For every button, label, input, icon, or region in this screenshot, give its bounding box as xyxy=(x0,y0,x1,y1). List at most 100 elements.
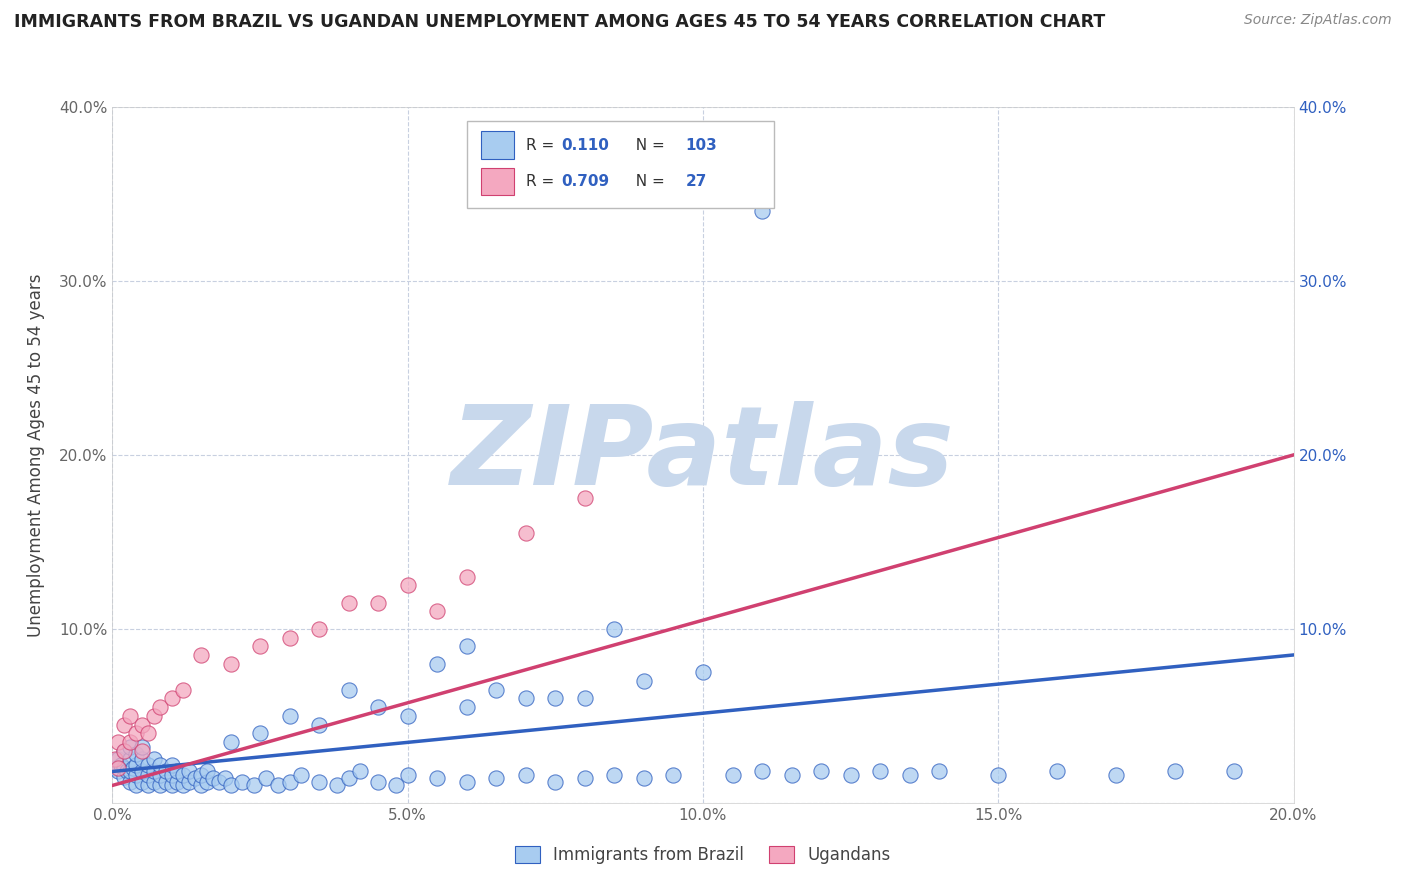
FancyBboxPatch shape xyxy=(467,121,773,208)
Point xyxy=(869,764,891,779)
Point xyxy=(120,740,142,755)
Point xyxy=(544,691,567,706)
Point xyxy=(104,761,127,775)
Text: IMMIGRANTS FROM BRAZIL VS UGANDAN UNEMPLOYMENT AMONG AGES 45 TO 54 YEARS CORRELA: IMMIGRANTS FROM BRAZIL VS UGANDAN UNEMPL… xyxy=(14,13,1105,31)
Point xyxy=(160,768,183,782)
Point xyxy=(219,735,242,749)
Point xyxy=(120,764,142,779)
Point xyxy=(190,778,212,792)
Point xyxy=(160,757,183,772)
Point xyxy=(603,622,626,636)
Point xyxy=(149,768,172,782)
Point xyxy=(243,778,266,792)
Point xyxy=(131,775,153,789)
Point xyxy=(426,772,449,786)
Point xyxy=(190,768,212,782)
Point xyxy=(136,768,159,782)
Point xyxy=(839,768,862,782)
Point xyxy=(125,726,148,740)
Text: R =: R = xyxy=(526,174,560,189)
Point xyxy=(278,708,301,723)
Point xyxy=(166,775,188,789)
Point xyxy=(125,768,148,782)
Point xyxy=(662,768,685,782)
Point xyxy=(172,778,194,792)
Point xyxy=(367,775,389,789)
Point xyxy=(278,775,301,789)
Point xyxy=(780,768,803,782)
Point xyxy=(136,778,159,792)
Point xyxy=(107,752,129,766)
Point xyxy=(633,674,655,689)
Point xyxy=(160,778,183,792)
Point xyxy=(367,700,389,714)
Point xyxy=(142,775,165,789)
Point xyxy=(1164,764,1187,779)
Point xyxy=(485,772,508,786)
Point xyxy=(254,772,277,786)
Point xyxy=(120,708,142,723)
Point xyxy=(142,752,165,766)
Point xyxy=(208,775,231,789)
Point xyxy=(249,726,271,740)
Point xyxy=(131,752,153,766)
Point xyxy=(751,764,773,779)
Point xyxy=(456,700,478,714)
Point xyxy=(179,764,201,779)
Point xyxy=(308,622,330,636)
Point xyxy=(120,775,142,789)
Point xyxy=(155,764,177,779)
Point xyxy=(385,778,408,792)
Point xyxy=(131,744,153,758)
Point xyxy=(456,639,478,653)
Point xyxy=(112,770,135,784)
Point xyxy=(603,768,626,782)
Point xyxy=(172,682,194,697)
Point xyxy=(308,717,330,731)
Point xyxy=(515,768,537,782)
Point xyxy=(195,775,218,789)
Point xyxy=(544,775,567,789)
Text: 0.709: 0.709 xyxy=(561,174,609,189)
Point xyxy=(112,744,135,758)
Point xyxy=(1105,768,1128,782)
Point xyxy=(136,726,159,740)
Point xyxy=(117,764,138,779)
Point xyxy=(179,775,201,789)
Point xyxy=(125,778,148,792)
Point xyxy=(120,735,142,749)
Point xyxy=(112,761,135,775)
Point xyxy=(107,761,129,775)
Point xyxy=(107,735,129,749)
Point xyxy=(633,772,655,786)
Point xyxy=(149,700,172,714)
Point xyxy=(485,682,508,697)
Text: N =: N = xyxy=(626,137,669,153)
Point xyxy=(721,768,744,782)
Point xyxy=(396,578,419,592)
Text: 103: 103 xyxy=(685,137,717,153)
Point xyxy=(574,491,596,506)
Point xyxy=(201,772,224,786)
Point xyxy=(928,764,950,779)
Point xyxy=(112,744,135,758)
Point xyxy=(149,757,172,772)
Point xyxy=(337,682,360,697)
Point xyxy=(122,761,145,775)
Point xyxy=(751,204,773,219)
Point xyxy=(898,768,921,782)
Point xyxy=(172,768,194,782)
Point xyxy=(367,596,389,610)
Text: Source: ZipAtlas.com: Source: ZipAtlas.com xyxy=(1244,13,1392,28)
Point xyxy=(155,775,177,789)
Point xyxy=(120,752,142,766)
Text: R =: R = xyxy=(526,137,560,153)
Point xyxy=(692,665,714,680)
Point xyxy=(184,772,207,786)
Point xyxy=(214,772,236,786)
Point xyxy=(290,768,312,782)
Point xyxy=(426,605,449,619)
Point xyxy=(104,752,127,766)
Point xyxy=(326,778,349,792)
Point xyxy=(426,657,449,671)
